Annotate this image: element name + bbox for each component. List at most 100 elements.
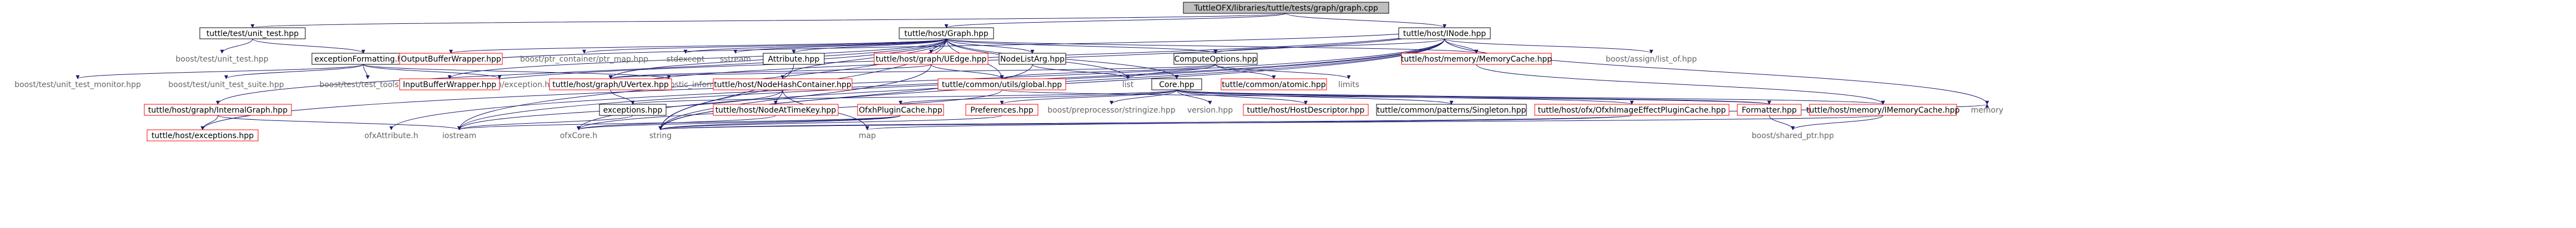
node-sstream: sstream (720, 55, 751, 64)
node-formatter_hpp[interactable]: Formatter.hpp (1737, 104, 1802, 116)
node-attribute_hpp[interactable]: Attribute.hpp (763, 53, 825, 65)
edge-core_hpp-to-host_descriptor (1176, 89, 1308, 105)
node-ofx_plugin_cache[interactable]: OfxhPluginCache.hpp (857, 104, 944, 116)
node-common_atomic[interactable]: tuttle/common/atomic.hpp (1221, 78, 1327, 90)
edge-exception_formatting-to-exception_exception (363, 64, 502, 79)
node-box-node_list_arg (999, 53, 1066, 65)
node-box-inode_hpp (1398, 27, 1491, 39)
node-node_hash_container[interactable]: tuttle/host/NodeHashContainer.hpp (713, 78, 853, 90)
node-box-image_effect_plugin_cache (1534, 104, 1730, 116)
node-box-internal_graph (144, 104, 292, 116)
node-label-map: map (859, 131, 876, 140)
node-internal_graph[interactable]: tuttle/host/graph/InternalGraph.hpp (144, 104, 292, 116)
node-label-attribute_hpp: Attribute.hpp (768, 55, 820, 64)
edge-layer (75, 13, 1989, 130)
node-label-exception_formatting: exceptionFormatting.hpp (315, 55, 412, 64)
node-ptr_map: boost/ptr_container/ptr_map.hpp (520, 55, 648, 64)
node-graph_hpp[interactable]: tuttle/host/Graph.hpp (899, 27, 994, 39)
edge-graph_hpp-to-internal_graph (216, 38, 947, 105)
node-map: map (859, 131, 876, 140)
node-common_utils_global[interactable]: tuttle/common/utils/global.hpp (937, 78, 1066, 90)
edge-core_hpp-to-imemory_cache (1176, 89, 1885, 105)
node-box-ofx_plugin_cache (857, 104, 944, 116)
edge-ofx_plugin_cache-to-string (658, 115, 901, 130)
node-label-uvertex_hpp: tuttle/host/graph/UVertex.hpp (552, 80, 669, 89)
node-label-node_list_arg: NodeListArg.hpp (1000, 55, 1065, 64)
edge-compute_options-to-list (1126, 64, 1216, 79)
edge-inode_hpp-to-assign_list_of (1444, 38, 1654, 54)
edge-node_hash_container-to-node_at_time_key (774, 89, 783, 105)
edge-attribute_hpp-to-string (658, 64, 794, 130)
node-imemory_cache[interactable]: tuttle/host/memory/IMemoryCache.hpp (1806, 104, 1960, 116)
edge-graph_hpp-to-memory_cache_hpp (946, 38, 1479, 54)
node-node_list_arg[interactable]: NodeListArg.hpp (999, 53, 1066, 65)
node-version_hpp: version.hpp (1187, 106, 1233, 115)
node-node_at_time_key[interactable]: tuttle/host/NodeAtTimeKey.hpp (713, 104, 839, 116)
node-label-list: list (1122, 80, 1134, 89)
node-label-memory: memory (1971, 106, 2004, 115)
node-label-memory_cache_hpp: tuttle/host/memory/MemoryCache.hpp (1401, 55, 1552, 64)
node-label-compute_options: ComputeOptions.hpp (1174, 55, 1257, 64)
node-input_buffer_wrapper[interactable]: InputBufferWrapper.hpp (399, 78, 500, 90)
edge-ofx_plugin_cache-to-ofx_core_h (577, 115, 901, 130)
node-memory_cache_hpp[interactable]: tuttle/host/memory/MemoryCache.hpp (1401, 53, 1552, 65)
node-uvertex_hpp[interactable]: tuttle/host/graph/UVertex.hpp (549, 78, 672, 90)
node-inode_hpp[interactable]: tuttle/host/INode.hpp (1398, 27, 1491, 39)
node-unit_test[interactable]: tuttle/test/unit_test.hpp (199, 27, 306, 39)
edge-graph_cpp-to-graph_hpp (944, 13, 1287, 28)
edge-output_buffer_wrapper-to-inode_hpp (451, 27, 1446, 65)
node-singleton_hpp[interactable]: tuttle/common/patterns/Singleton.hpp (1376, 104, 1527, 116)
node-unit_test_monitor: boost/test/unit_test_monitor.hpp (14, 80, 141, 89)
node-preferences_hpp[interactable]: Preferences.hpp (965, 104, 1039, 116)
edge-imemory_cache-to-string (659, 115, 1883, 130)
edge-exception_formatting-to-test_tools (363, 64, 370, 79)
node-assign_list_of: boost/assign/list_of.hpp (1606, 55, 1697, 64)
node-output_buffer_wrapper[interactable]: OutputBufferWrapper.hpp (399, 53, 503, 65)
node-ofx_attribute_h: ofxAttribute.h (365, 131, 419, 140)
edge-exception_formatting-to-unit_test_monitor (75, 64, 364, 79)
node-label-formatter_hpp: Formatter.hpp (1742, 106, 1797, 115)
node-exception_formatting[interactable]: exceptionFormatting.hpp (311, 53, 415, 65)
node-layer: TuttleOFX/libraries/tuttle/tests/graph/g… (14, 2, 2003, 141)
node-label-host_descriptor: tuttle/host/HostDescriptor.hpp (1247, 106, 1365, 115)
edge-core_hpp-to-image_effect_plugin_cache (1176, 89, 1634, 105)
node-string: string (649, 131, 672, 140)
node-box-input_buffer_wrapper (399, 78, 500, 90)
node-label-graph_cpp: TuttleOFX/libraries/tuttle/tests/graph/g… (1193, 4, 1378, 13)
edge-compute_options-to-common_utils_global (1000, 64, 1216, 79)
edge-compute_options-to-common_atomic (1215, 64, 1276, 79)
node-compute_options[interactable]: ComputeOptions.hpp (1173, 53, 1258, 65)
node-host_descriptor[interactable]: tuttle/host/HostDescriptor.hpp (1243, 104, 1369, 116)
node-label-ofx_attribute_h: ofxAttribute.h (365, 131, 419, 140)
node-box-unit_test (199, 27, 306, 39)
node-box-preferences_hpp (965, 104, 1039, 116)
node-exceptions_hpp[interactable]: exceptions.hpp (599, 104, 667, 116)
node-label-string: string (649, 131, 672, 140)
node-label-host_exceptions: tuttle/host/exceptions.hpp (152, 131, 254, 140)
node-core_hpp[interactable]: Core.hpp (1151, 78, 1202, 90)
node-box-node_at_time_key (713, 104, 839, 116)
node-memory: memory (1971, 106, 2004, 115)
node-label-image_effect_plugin_cache: tuttle/host/ofx/OfxhImageEffectPluginCac… (1538, 106, 1726, 115)
node-uedge_hpp[interactable]: tuttle/host/graph/UEdge.hpp (874, 53, 989, 65)
node-host_exceptions[interactable]: tuttle/host/exceptions.hpp (147, 129, 259, 141)
node-label-input_buffer_wrapper: InputBufferWrapper.hpp (403, 80, 496, 89)
node-graph_cpp[interactable]: TuttleOFX/libraries/tuttle/tests/graph/g… (1183, 2, 1389, 14)
node-box-host_descriptor (1243, 104, 1369, 116)
edge-uedge_hpp-to-common_utils_global (931, 64, 1004, 79)
node-box-uvertex_hpp (549, 78, 672, 90)
node-box-node_hash_container (713, 78, 853, 90)
edge-unit_test-to-boost_unit_test (220, 38, 253, 54)
edge-core_hpp-to-exceptions_hpp (631, 89, 1177, 105)
node-image_effect_plugin_cache[interactable]: tuttle/host/ofx/OfxhImageEffectPluginCac… (1534, 104, 1730, 116)
node-box-compute_options (1173, 53, 1258, 65)
node-label-unit_test: tuttle/test/unit_test.hpp (206, 29, 299, 38)
node-label-test_tools: boost/test/test_tools.hpp (320, 80, 416, 89)
node-box-memory_cache_hpp (1401, 53, 1552, 65)
edge-image_effect_plugin_cache-to-string (659, 115, 1632, 130)
node-label-node_hash_container: tuttle/host/NodeHashContainer.hpp (714, 80, 851, 89)
edge-core_hpp-to-formatter_hpp (1176, 89, 1771, 105)
node-box-common_atomic (1221, 78, 1327, 90)
node-label-core_hpp: Core.hpp (1159, 80, 1194, 89)
